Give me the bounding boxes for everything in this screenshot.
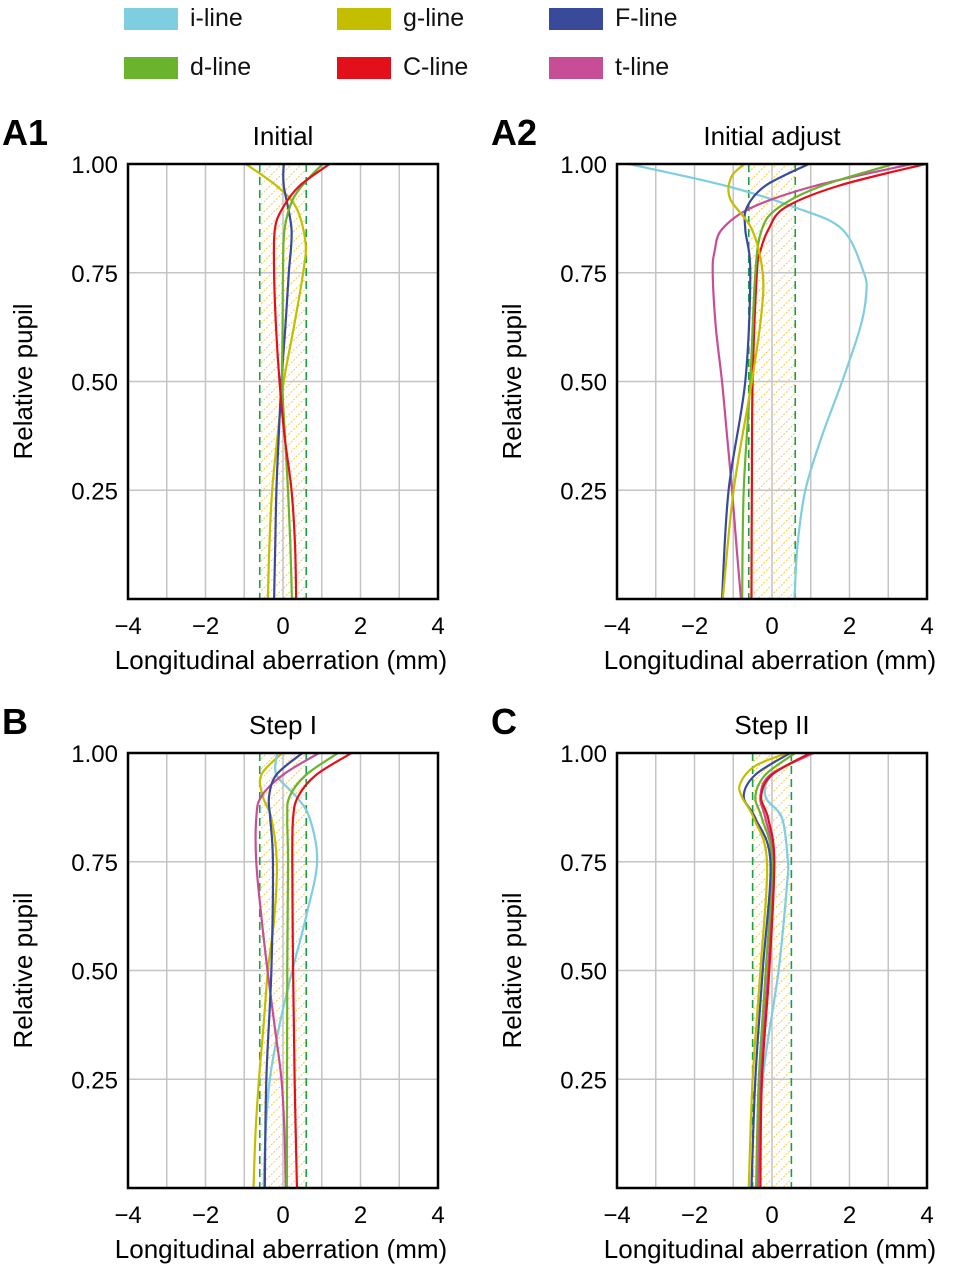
legend-swatch bbox=[549, 56, 603, 79]
series-line-i-line bbox=[262, 752, 319, 1189]
panel-title: Step II bbox=[734, 710, 809, 740]
legend-label: t-line bbox=[615, 53, 670, 81]
legend-swatch bbox=[337, 7, 391, 30]
y-tick-label: 0.75 bbox=[560, 261, 607, 288]
x-tick-label: −2 bbox=[681, 613, 708, 640]
x-tick-label: 0 bbox=[765, 1202, 778, 1229]
y-tick-label: 0.50 bbox=[560, 370, 607, 397]
y-axis-label: Relative pupil bbox=[8, 303, 38, 459]
plot-frame bbox=[615, 162, 929, 601]
chart-panel-A1: −4 −2 0 2 4 0.25 0.50 0.75 1.00 Longitudinal aber… bbox=[2, 112, 447, 675]
series-line-C-line bbox=[759, 752, 811, 1189]
x-axis-label: Longitudinal aberration (mm) bbox=[604, 1234, 936, 1264]
panel-title: Step I bbox=[249, 710, 317, 740]
x-tick-label: 2 bbox=[354, 613, 367, 640]
legend-swatch bbox=[549, 7, 603, 30]
series-line-t-line bbox=[254, 752, 320, 1189]
series-line-i-line bbox=[755, 752, 811, 1189]
legend-item-F-line: F-line bbox=[549, 4, 678, 33]
legend: i-line g-line F-line d-line C-line t-line bbox=[0, 0, 955, 90]
y-tick-label: 0.75 bbox=[71, 850, 118, 877]
panel-label: A1 bbox=[2, 112, 48, 153]
series-line-C-line bbox=[291, 752, 353, 1189]
x-tick-label: 4 bbox=[920, 613, 933, 640]
legend-swatch bbox=[124, 56, 178, 79]
y-tick-label: 0.75 bbox=[560, 850, 607, 877]
series-line-F-line bbox=[263, 752, 304, 1189]
plot-frame bbox=[126, 162, 440, 601]
legend-item-i-line: i-line bbox=[124, 4, 243, 33]
panel-title: Initial bbox=[253, 121, 314, 151]
panel-title: Initial adjust bbox=[703, 121, 841, 151]
x-tick-label: −2 bbox=[681, 1202, 708, 1229]
series-line-d-line bbox=[285, 752, 339, 1189]
x-tick-label: 0 bbox=[765, 613, 778, 640]
x-tick-label: −2 bbox=[192, 1202, 219, 1229]
y-tick-label: 1.00 bbox=[560, 152, 607, 179]
x-axis-label: Longitudinal aberration (mm) bbox=[115, 645, 447, 675]
legend-item-C-line: C-line bbox=[337, 53, 468, 82]
y-tick-label: 1.00 bbox=[71, 152, 118, 179]
x-axis-label: Longitudinal aberration (mm) bbox=[115, 1234, 447, 1264]
x-tick-label: 0 bbox=[276, 1202, 289, 1229]
panel-label: C bbox=[491, 701, 517, 742]
x-tick-label: 2 bbox=[354, 1202, 367, 1229]
legend-item-t-line: t-line bbox=[549, 53, 669, 82]
y-tick-label: 0.25 bbox=[560, 478, 607, 505]
y-tick-label: 0.25 bbox=[71, 478, 118, 505]
series-line-d-line bbox=[281, 163, 324, 600]
series-line-g-line bbox=[738, 751, 788, 1189]
series-line-d-line bbox=[754, 752, 796, 1189]
y-tick-label: 0.25 bbox=[560, 1067, 607, 1094]
x-tick-label: −4 bbox=[114, 613, 141, 640]
panel-label: B bbox=[2, 701, 28, 742]
y-tick-label: 0.25 bbox=[71, 1067, 118, 1094]
panel-label: A2 bbox=[491, 112, 537, 153]
series-line-d-line bbox=[741, 162, 894, 600]
series-line-F-line bbox=[720, 163, 810, 600]
y-axis-label: Relative pupil bbox=[497, 892, 527, 1048]
legend-label: i-line bbox=[190, 4, 243, 32]
x-tick-label: 4 bbox=[431, 1202, 444, 1229]
x-tick-label: −4 bbox=[603, 1202, 630, 1229]
series-line-F-line bbox=[272, 163, 293, 600]
series-line-t-line bbox=[711, 162, 913, 600]
legend-item-g-line: g-line bbox=[337, 4, 464, 33]
y-tick-label: 0.50 bbox=[71, 959, 118, 986]
legend-item-d-line: d-line bbox=[124, 53, 251, 82]
chart-panel-B: −4 −2 0 2 4 0.25 0.50 0.75 1.00 Longitudinal aber… bbox=[2, 701, 447, 1264]
y-tick-label: 0.50 bbox=[71, 370, 118, 397]
y-tick-label: 0.50 bbox=[560, 959, 607, 986]
y-axis-label: Relative pupil bbox=[497, 303, 527, 459]
series-line-g-line bbox=[252, 752, 284, 1189]
x-tick-label: 0 bbox=[276, 613, 289, 640]
legend-label: C-line bbox=[403, 53, 469, 81]
x-tick-label: −4 bbox=[114, 1202, 141, 1229]
chart-panel-A2: −4 −2 0 2 4 0.25 0.50 0.75 1.00 Longitudinal aber… bbox=[491, 112, 936, 675]
y-tick-label: 1.00 bbox=[71, 741, 118, 768]
legend-label: g-line bbox=[403, 4, 465, 32]
legend-swatch bbox=[124, 7, 178, 30]
x-tick-label: −4 bbox=[603, 613, 630, 640]
x-axis-label: Longitudinal aberration (mm) bbox=[604, 645, 936, 675]
plot-frame bbox=[126, 751, 440, 1190]
series-line-C-line bbox=[272, 163, 331, 600]
x-tick-label: −2 bbox=[192, 613, 219, 640]
legend-label: F-line bbox=[615, 4, 678, 32]
legend-label: d-line bbox=[190, 53, 252, 81]
series-line-t-line bbox=[756, 752, 815, 1189]
x-tick-label: 2 bbox=[843, 613, 856, 640]
series-line-g-line bbox=[721, 163, 765, 600]
chart-panel-C: −4 −2 0 2 4 0.25 0.50 0.75 1.00 Longitudinal aber… bbox=[491, 701, 936, 1264]
y-axis-label: Relative pupil bbox=[8, 892, 38, 1048]
x-tick-label: 2 bbox=[843, 1202, 856, 1229]
legend-swatch bbox=[337, 56, 391, 79]
plot-frame bbox=[615, 751, 929, 1190]
x-tick-label: 4 bbox=[920, 1202, 933, 1229]
series-line-F-line bbox=[742, 752, 791, 1189]
y-tick-label: 0.75 bbox=[71, 261, 118, 288]
y-tick-label: 1.00 bbox=[560, 741, 607, 768]
x-tick-label: 4 bbox=[431, 613, 444, 640]
